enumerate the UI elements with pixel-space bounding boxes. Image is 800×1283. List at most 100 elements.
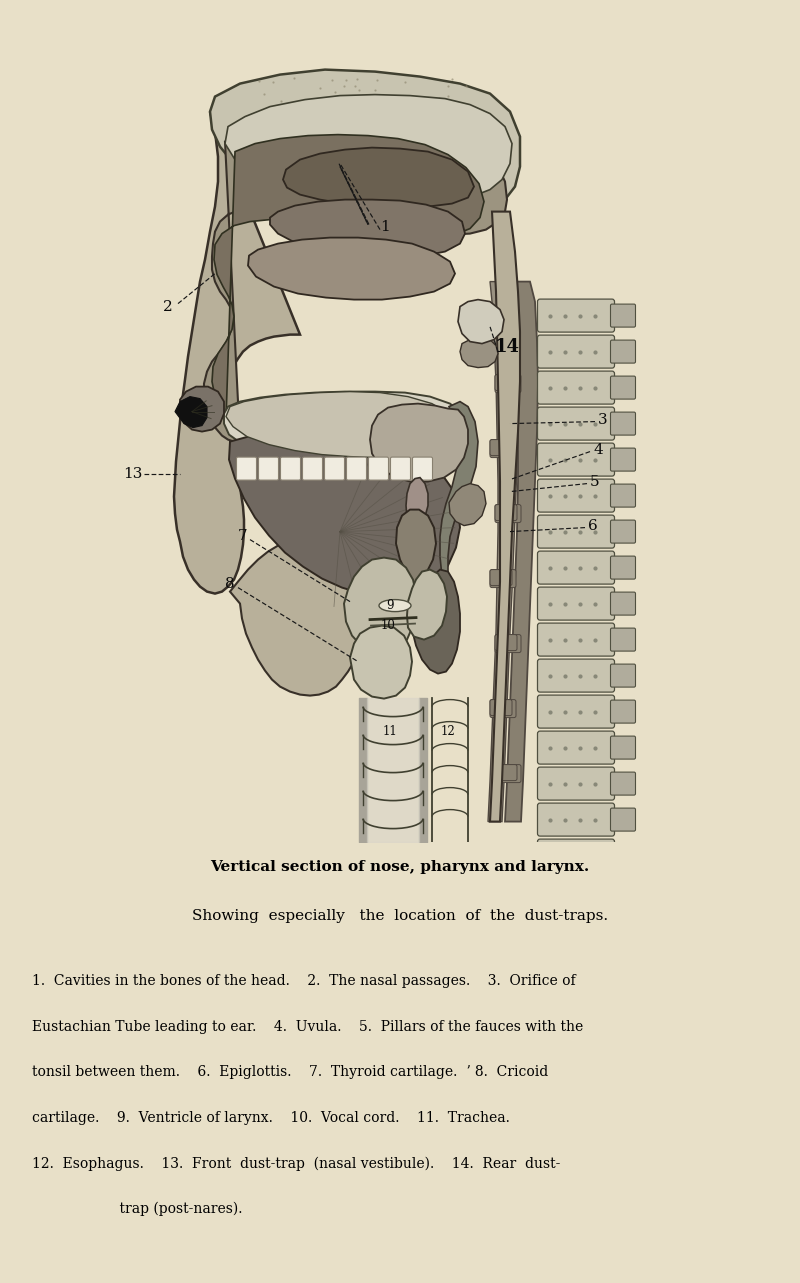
Polygon shape: [270, 200, 465, 258]
FancyBboxPatch shape: [495, 765, 517, 780]
FancyBboxPatch shape: [495, 504, 517, 521]
Polygon shape: [488, 281, 519, 821]
FancyBboxPatch shape: [538, 695, 614, 727]
Polygon shape: [407, 570, 447, 640]
FancyBboxPatch shape: [495, 375, 521, 393]
Text: Eustachian Tube leading to ear.    4.  Uvula.    5.  Pillars of the fauces with : Eustachian Tube leading to ear. 4. Uvula…: [32, 1020, 583, 1034]
Polygon shape: [180, 386, 224, 431]
FancyBboxPatch shape: [490, 570, 516, 588]
FancyBboxPatch shape: [610, 736, 635, 760]
Polygon shape: [229, 430, 460, 595]
FancyBboxPatch shape: [258, 457, 278, 480]
FancyBboxPatch shape: [538, 299, 614, 332]
Text: 3: 3: [598, 413, 608, 426]
FancyBboxPatch shape: [538, 659, 614, 692]
FancyBboxPatch shape: [610, 844, 635, 867]
Polygon shape: [283, 148, 474, 208]
Polygon shape: [406, 477, 428, 527]
FancyBboxPatch shape: [490, 309, 512, 326]
FancyBboxPatch shape: [610, 340, 635, 363]
FancyBboxPatch shape: [538, 839, 614, 872]
Text: 14: 14: [494, 337, 519, 355]
FancyBboxPatch shape: [490, 309, 516, 327]
FancyBboxPatch shape: [538, 407, 614, 440]
Text: 10: 10: [381, 620, 395, 633]
Text: 8: 8: [225, 576, 235, 590]
FancyBboxPatch shape: [325, 457, 345, 480]
FancyBboxPatch shape: [369, 457, 389, 480]
Polygon shape: [350, 626, 412, 699]
Polygon shape: [410, 570, 460, 674]
FancyBboxPatch shape: [610, 556, 635, 579]
FancyBboxPatch shape: [610, 808, 635, 831]
FancyBboxPatch shape: [610, 484, 635, 507]
Polygon shape: [460, 337, 498, 368]
FancyBboxPatch shape: [490, 699, 516, 717]
Text: 12.  Esophagus.    13.  Front  dust-trap  (nasal vestibule).    14.  Rear  dust-: 12. Esophagus. 13. Front dust-trap (nasa…: [32, 1156, 560, 1170]
Polygon shape: [449, 484, 486, 526]
Text: 2: 2: [163, 300, 173, 313]
Polygon shape: [440, 402, 478, 620]
Text: 4: 4: [593, 443, 603, 457]
FancyBboxPatch shape: [538, 335, 614, 368]
FancyBboxPatch shape: [538, 443, 614, 476]
Polygon shape: [212, 135, 484, 420]
Polygon shape: [396, 509, 436, 584]
Polygon shape: [230, 540, 376, 695]
Polygon shape: [175, 396, 207, 427]
FancyBboxPatch shape: [495, 635, 517, 650]
FancyBboxPatch shape: [610, 304, 635, 327]
FancyBboxPatch shape: [538, 514, 614, 548]
FancyBboxPatch shape: [495, 635, 521, 653]
FancyBboxPatch shape: [610, 520, 635, 543]
FancyBboxPatch shape: [538, 552, 614, 584]
FancyBboxPatch shape: [495, 504, 521, 522]
FancyBboxPatch shape: [610, 701, 635, 724]
Polygon shape: [225, 95, 512, 200]
FancyBboxPatch shape: [490, 570, 512, 585]
Text: 13: 13: [123, 467, 142, 481]
Text: 1.  Cavities in the bones of the head.    2.  The nasal passages.    3.  Orifice: 1. Cavities in the bones of the head. 2.…: [32, 974, 576, 988]
FancyBboxPatch shape: [610, 629, 635, 650]
FancyBboxPatch shape: [610, 412, 635, 435]
Text: 6: 6: [588, 518, 598, 532]
FancyBboxPatch shape: [538, 588, 614, 620]
FancyBboxPatch shape: [281, 457, 301, 480]
FancyBboxPatch shape: [237, 457, 257, 480]
FancyBboxPatch shape: [495, 765, 521, 783]
FancyBboxPatch shape: [538, 624, 614, 656]
FancyBboxPatch shape: [490, 440, 512, 455]
FancyBboxPatch shape: [390, 457, 410, 480]
FancyBboxPatch shape: [610, 591, 635, 615]
Polygon shape: [210, 69, 520, 209]
FancyBboxPatch shape: [538, 479, 614, 512]
FancyBboxPatch shape: [610, 448, 635, 471]
FancyBboxPatch shape: [538, 803, 614, 837]
Text: 9: 9: [386, 599, 394, 612]
Text: 5: 5: [590, 475, 600, 489]
FancyBboxPatch shape: [538, 731, 614, 765]
FancyBboxPatch shape: [490, 699, 512, 716]
Polygon shape: [248, 237, 455, 300]
FancyBboxPatch shape: [538, 767, 614, 801]
Polygon shape: [204, 122, 507, 441]
FancyBboxPatch shape: [490, 440, 516, 458]
Polygon shape: [226, 391, 458, 458]
Polygon shape: [458, 300, 504, 344]
FancyBboxPatch shape: [538, 371, 614, 404]
Text: trap (post-nares).: trap (post-nares).: [32, 1202, 242, 1216]
FancyBboxPatch shape: [495, 375, 517, 390]
Polygon shape: [505, 281, 538, 821]
Text: 12: 12: [441, 725, 455, 738]
FancyBboxPatch shape: [610, 376, 635, 399]
Polygon shape: [490, 212, 520, 821]
Text: Vertical section of nose, pharynx and larynx.: Vertical section of nose, pharynx and la…: [210, 860, 590, 874]
FancyBboxPatch shape: [413, 457, 433, 480]
Text: 1: 1: [380, 219, 390, 234]
Text: 11: 11: [382, 725, 398, 738]
Text: tonsil between them.    6.  Epiglottis.    7.  Thyroid cartilage.  ʼ 8.  Cricoid: tonsil between them. 6. Epiglottis. 7. T…: [32, 1065, 548, 1079]
FancyBboxPatch shape: [610, 665, 635, 688]
Ellipse shape: [379, 599, 411, 612]
FancyBboxPatch shape: [610, 772, 635, 795]
Text: Showing  especially   the  location  of  the  dust-traps.: Showing especially the location of the d…: [192, 908, 608, 922]
